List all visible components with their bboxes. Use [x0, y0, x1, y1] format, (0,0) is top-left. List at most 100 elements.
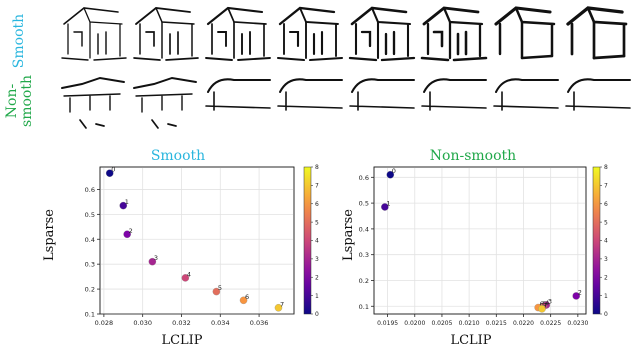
x-axis-title: LCLIP: [161, 333, 202, 348]
house-sketch-icon: [276, 6, 344, 62]
colorbar-tick-label: 5: [315, 219, 319, 226]
house-sketch-icon: [61, 76, 125, 129]
colorbar-tick-label: 4: [604, 238, 608, 245]
x-tick-label: 0.032: [172, 319, 191, 327]
y-tick-label: 0.1: [85, 311, 95, 319]
house-sketch-icon: [494, 6, 556, 60]
point-label: 3: [548, 297, 552, 305]
point-label: 4: [187, 270, 191, 278]
colorbar-tick-label: 0: [315, 311, 319, 318]
colorbar-tick-label: 2: [315, 274, 319, 281]
y-axis-title: Lsparse: [42, 209, 57, 261]
colorbar-tick-label: 6: [315, 201, 319, 208]
plot-frame: [99, 166, 295, 315]
house-sketch-icon: [493, 78, 559, 111]
colorbar-tick-label: 1: [315, 293, 319, 300]
colorbar-tick-label: 7: [604, 183, 608, 190]
sketch-grid: [61, 6, 631, 129]
colorbar-tick-label: 2: [604, 274, 608, 281]
y-tick-label: 0.4: [359, 225, 369, 233]
point-label: 5: [542, 300, 546, 308]
point-label: 0: [111, 166, 115, 174]
colorbar-tick-label: 3: [315, 256, 319, 263]
y-tick-label: 0.2: [359, 277, 369, 285]
point-label: 2: [129, 227, 133, 235]
x-axis-title: LCLIP: [450, 333, 491, 348]
y-tick-label: 0.4: [85, 236, 95, 244]
scatter-point: [148, 257, 157, 266]
scatter-point: [381, 203, 389, 211]
y-tick-label: 0.3: [85, 261, 95, 269]
colorbar-tick-label: 6: [604, 201, 608, 208]
house-sketch-icon: [277, 78, 343, 111]
colorbar-gradient: [303, 166, 312, 315]
y-tick-label: 0.5: [359, 200, 369, 208]
scatter-point: [181, 274, 190, 282]
house-sketch-icon: [205, 6, 271, 61]
x-tick-label: 0.0215: [486, 320, 507, 327]
scatter-point: [105, 169, 114, 177]
x-tick-label: 0.0210: [459, 320, 480, 327]
scatter-point: [386, 170, 395, 179]
point-label: 3: [154, 254, 158, 262]
colorbar-tick-label: 8: [604, 164, 608, 171]
point-label: 6: [540, 300, 544, 308]
x-tick-label: 0.030: [133, 319, 152, 327]
sketch-row-smooth: [61, 6, 628, 62]
house-sketch-icon: [420, 6, 488, 62]
point-label: 1: [125, 198, 129, 206]
house-sketch-icon: [349, 78, 415, 111]
point-label: 4: [545, 299, 549, 307]
plot-frame: [373, 166, 587, 315]
y-tick-label: 0.6: [85, 186, 95, 194]
house-sketch-icon: [205, 78, 271, 111]
colorbar-tick-label: 0: [604, 311, 608, 318]
x-tick-label: 0.0195: [377, 320, 398, 327]
x-tick-label: 0.034: [211, 319, 230, 327]
point-label: 6: [245, 293, 249, 301]
plot-area: 0.0195 0.0200 0.0205 0.0210 0.0215 0.0220 0.02…: [359, 166, 589, 327]
colorbar-tick-label: 3: [604, 256, 608, 263]
colorbar: 0 1 2 3 4 5 6 7 8: [592, 164, 608, 318]
point-label: 1: [386, 199, 390, 207]
y-tick-label: 0.6: [359, 174, 369, 182]
colorbar-tick-label: 5: [604, 219, 608, 226]
x-tick-label: 0.0225: [540, 320, 561, 327]
smooth-scatter-chart: Smooth LCLIP Lsparse 0.028 0.030 0.032 0.03…: [42, 148, 319, 348]
y-tick-label: 0.1: [359, 303, 369, 311]
nonsmooth-scatter-chart: Non-smooth LCLIP Lsparse 0.0195 0.0200 0.0…: [341, 148, 608, 348]
scatter-point: [538, 305, 546, 313]
y-tick-label: 0.2: [85, 286, 95, 294]
colorbar-tick-label: 7: [315, 183, 319, 190]
x-tick-label: 0.0220: [513, 320, 534, 327]
y-tick-label: 0.5: [85, 211, 95, 219]
x-tick-label: 0.028: [95, 319, 114, 327]
house-sketch-icon: [421, 78, 487, 111]
chart-title: Non-smooth: [430, 148, 516, 164]
house-sketch-icon: [566, 6, 628, 60]
point-label: 7: [543, 301, 547, 309]
colorbar-gradient: [592, 166, 601, 315]
chart-title: Smooth: [151, 148, 205, 164]
x-tick-label: 0.0205: [431, 320, 452, 327]
house-sketch-icon: [133, 7, 199, 61]
point-label: 5: [218, 284, 222, 292]
scatter-point: [212, 287, 221, 296]
point-label: 7: [280, 300, 284, 308]
scatter-point: [119, 201, 128, 210]
house-sketch-icon: [61, 7, 127, 61]
house-sketch-icon: [133, 76, 197, 129]
x-tick-label: 0.036: [250, 319, 269, 327]
scatter-point: [572, 292, 580, 300]
y-axis-title: Lsparse: [341, 209, 356, 261]
x-tick-label: 0.0200: [404, 320, 425, 327]
x-tick-label: 0.0230: [567, 320, 588, 327]
scatter-point: [239, 296, 248, 305]
point-label: 0: [392, 167, 396, 175]
colorbar-tick-label: 8: [315, 164, 319, 171]
colorbar: 0 1 2 3 4 5 6 7 8: [303, 164, 319, 318]
sketch-row-nonsmooth: [61, 76, 631, 129]
house-sketch-icon: [348, 6, 416, 62]
house-sketch-icon: [565, 78, 631, 111]
colorbar-tick-label: 4: [315, 238, 319, 245]
